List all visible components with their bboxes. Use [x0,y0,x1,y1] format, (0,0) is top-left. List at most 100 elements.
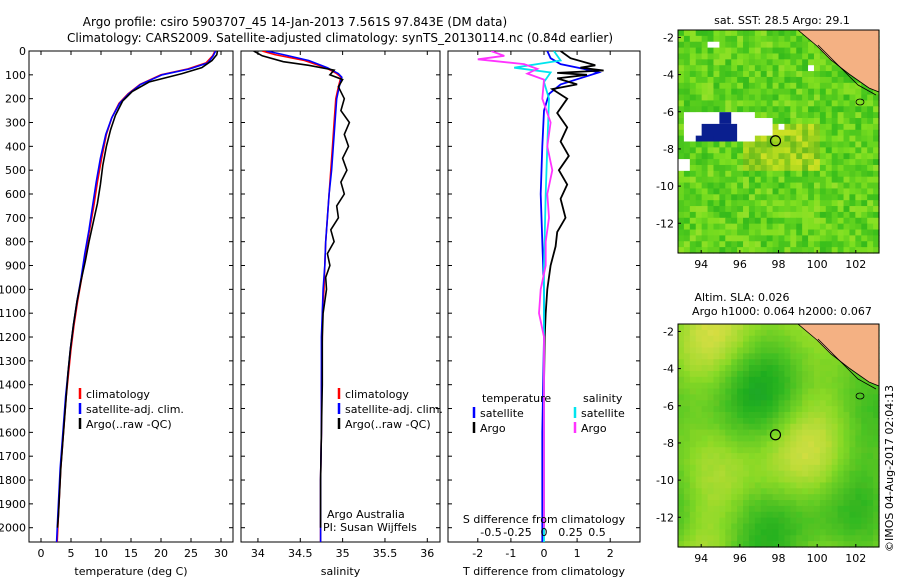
salinity-legend-label: satellite-adj. clim. [345,403,443,416]
map1-xtick-label: 94 [694,258,708,271]
diff-legend-s-label: satellite [581,407,625,420]
map1-xtick-label: 96 [733,258,747,271]
salinity-xtick-label: 36 [420,547,434,560]
depth-tick-label: 800 [5,236,26,249]
temperature-xtick-label: 30 [214,547,228,560]
depth-tick-label: 100 [5,69,26,82]
temperature-xlabel: temperature (deg C) [74,565,187,578]
profile-panel-differences: -2 -1 0 1 2 T difference from climatology temp… [447,50,641,578]
depth-tick-label: 1700 [0,450,26,463]
sst-cold-patch [695,135,714,142]
diff-stick-label: 0.5 [588,526,606,539]
depth-tick-label: 1300 [0,355,26,368]
diff-stick-label: -0.5 [480,526,501,539]
sla-map-title: Altim. SLA: 0.026 [694,291,789,304]
sst-cloud-gap [678,159,690,171]
sst-map: sat. SST: 28.5 Argo: 29.1 94 96 98 100 102 -2… [656,14,880,271]
temperature-series-2 [56,51,219,528]
diff-legend-t-label: Argo [480,422,506,435]
argo-australia-text: Argo Australia [327,508,405,521]
depth-tick-label: 300 [5,117,26,130]
depth-tick-label: 1800 [0,474,26,487]
map2-ytick-label: -2 [663,325,674,338]
depth-tick-label: 1900 [0,498,26,511]
map1-coast-contour [817,44,877,96]
differences-xtick-label: 1 [574,547,581,560]
salinity-xtick-label: 35 [336,547,350,560]
differences-series-3 [477,51,554,528]
differences-xtick-label: 0 [541,547,548,560]
map1-xtick-label: 100 [807,258,828,271]
depth-tick-label: 200 [5,93,26,106]
map2-xtick-label: 102 [845,552,866,565]
temperature-xtick-label: 25 [184,547,198,560]
profile-panels: 0100200300400500600700800900100011001200… [0,45,641,578]
sst-cloud-gap [707,41,720,48]
map2-ytick-label: -10 [656,474,674,487]
temperature-xtick-label: 10 [94,547,108,560]
differences-xtick-label: -1 [505,547,516,560]
map1-cells [678,30,880,254]
depth-tick-label: 1600 [0,426,26,439]
depth-tick-label: 0 [19,45,26,58]
map1-ytick-label: -10 [656,180,674,193]
temperature-xtick-label: 5 [68,547,75,560]
diff-stick-label: -0.25 [503,526,531,539]
depth-tick-label: 900 [5,260,26,273]
sla-map: Altim. SLA: 0.026 Argo h1000: 0.064 h200… [656,291,880,565]
diff-toplabel: S difference from climatology [463,513,626,526]
map1-ytick-label: -6 [663,106,674,119]
temperature-legend-label: satellite-adj. clim. [86,403,184,416]
diff-legend-t-label: satellite [480,407,524,420]
salinity-xtick-label: 34 [251,547,265,560]
depth-tick-label: 500 [5,164,26,177]
map2-xtick-label: 94 [694,552,708,565]
map1-ytick-label: -8 [663,143,674,156]
depth-tick-label: 2000 [0,522,26,535]
differences-xtick-label: -2 [472,547,483,560]
sst-map-title: sat. SST: 28.5 Argo: 29.1 [714,14,850,27]
salinity-xlabel: salinity [321,565,361,578]
salinity-xtick-label: 35.5 [373,547,398,560]
map2-xtick-label: 100 [807,552,828,565]
map2-xtick-label: 98 [772,552,786,565]
map1-xtick-label: 102 [845,258,866,271]
map1-xtick-label: 98 [772,258,786,271]
depth-tick-label: 600 [5,188,26,201]
map2-xtick-label: 96 [733,552,747,565]
figure-title-line2: Climatology: CARS2009. Satellite-adjuste… [67,31,613,45]
diff-legend-s-label: Argo [581,422,607,435]
depth-tick-label: 1200 [0,331,26,344]
map2-ytick-label: -8 [663,437,674,450]
map2-island [855,392,865,400]
profile-panel-temperature: 0100200300400500600700800900100011001200… [0,45,234,578]
temperature-frame [28,50,234,543]
salinity-frame [240,50,441,543]
depth-tick-label: 1100 [0,307,26,320]
temperature-xtick-label: 15 [124,547,138,560]
pi-name-text: PI: Susan Wijffels [323,521,417,534]
sla-map-subtitle: Argo h1000: 0.064 h2000: 0.067 [692,305,872,318]
salinity-legend-label: climatology [345,388,409,401]
depth-tick-label: 1400 [0,379,26,392]
map2-profile-marker [769,429,782,441]
diff-stick-label: 0.25 [558,526,583,539]
temperature-xtick-label: 20 [154,547,168,560]
temperature-legend-label: climatology [86,388,150,401]
imos-timestamp: ©IMOS 04-Aug-2017 02:04:13 [883,385,896,552]
depth-tick-label: 400 [5,140,26,153]
sst-cloud-gap [778,123,785,130]
differences-xtick-label: 2 [607,547,614,560]
figure-title-line1: Argo profile: csiro 5903707_45 14-Jan-20… [83,15,507,29]
map1-ytick-label: -2 [663,31,674,44]
differences-xlabel: T difference from climatology [462,565,625,578]
map2-ytick-label: -6 [663,400,674,413]
salinity-legend-label: Argo(..raw -QC) [345,418,431,431]
temperature-legend-label: Argo(..raw -QC) [86,418,172,431]
profile-panel-salinity: 34 34.5 35 35.5 36 salinity climatology satelli… [240,50,443,578]
depth-tick-label: 1000 [0,283,26,296]
map1-island [855,98,865,106]
diff-legend-header-s: salinity [583,392,623,405]
map1-ytick-label: -12 [656,217,674,230]
